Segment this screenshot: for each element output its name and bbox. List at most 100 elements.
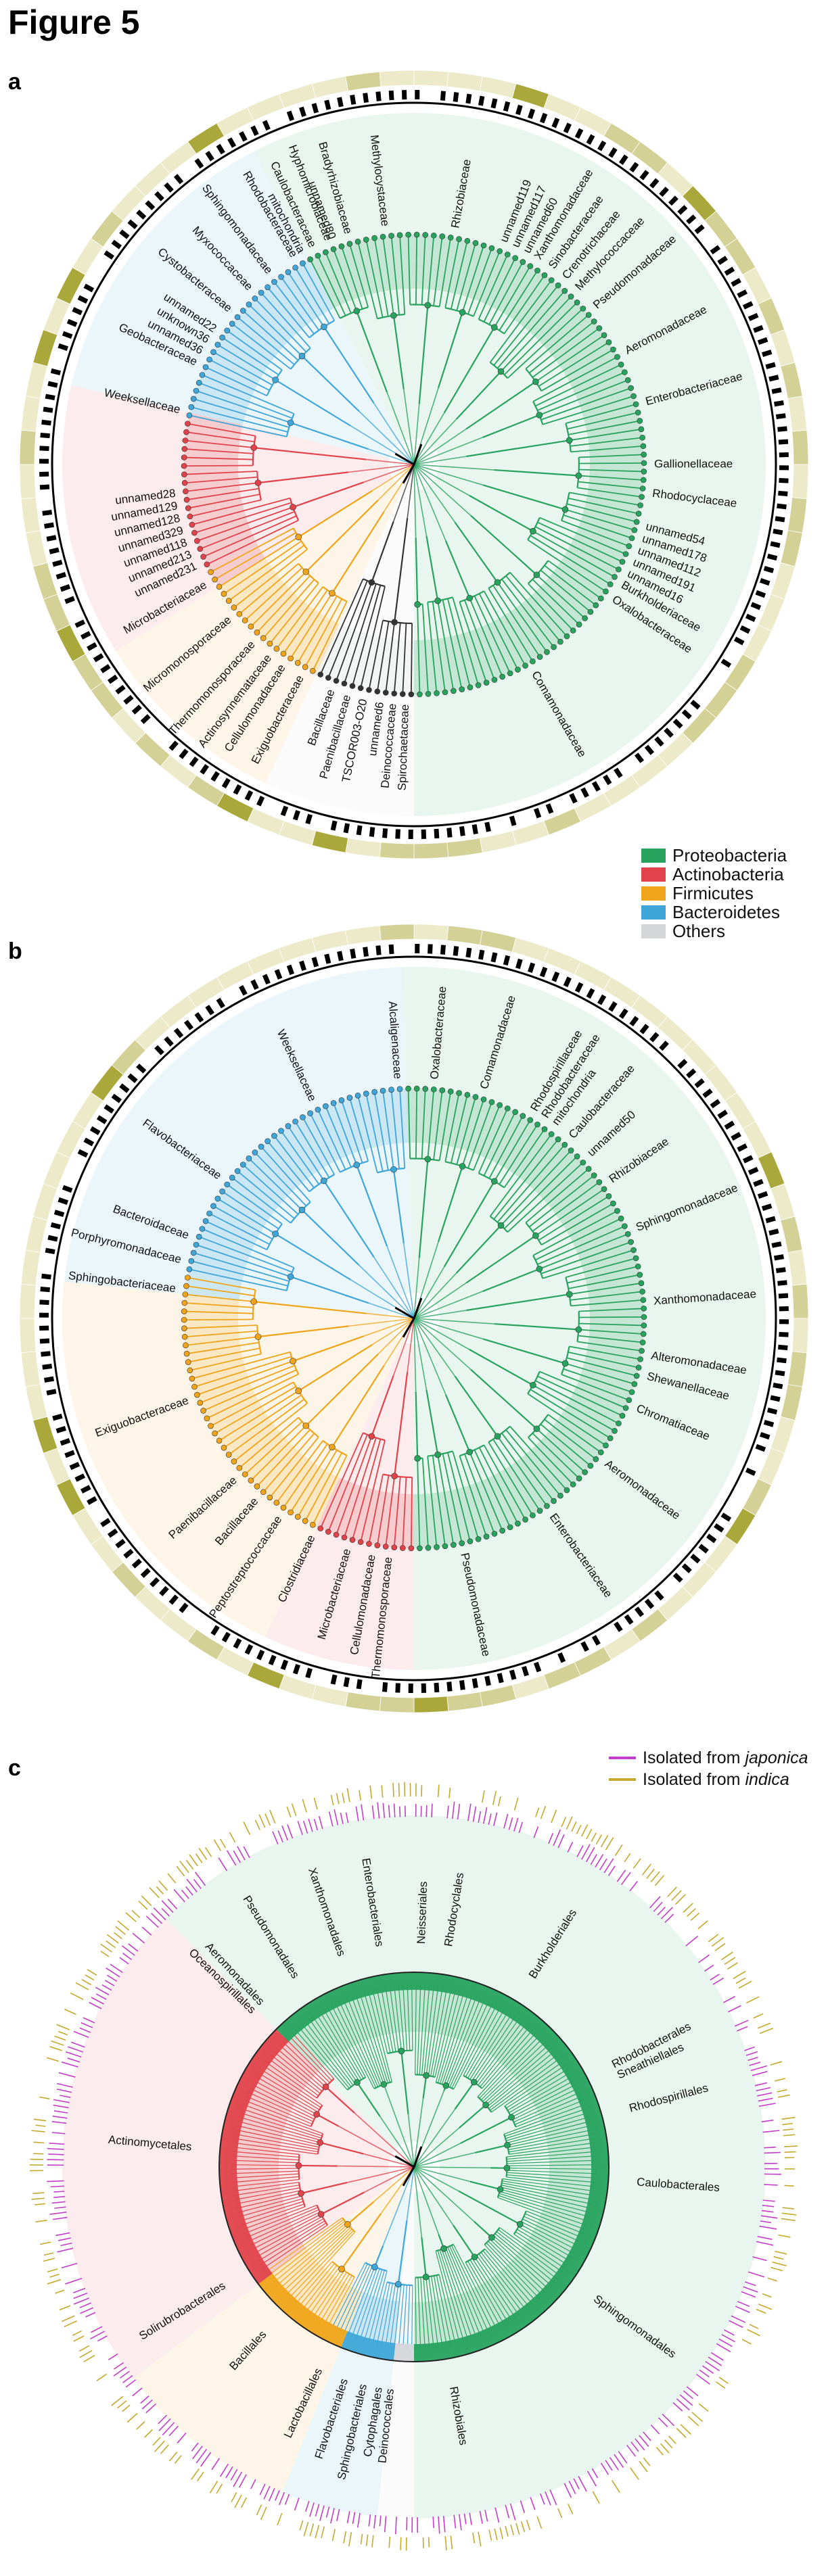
- panel-b-tip-branch: [528, 1437, 574, 1485]
- panel-a-root-link: [359, 410, 415, 465]
- panel-b-tip-node: [349, 1537, 356, 1543]
- panel-b-internal-node: [566, 1291, 573, 1298]
- panel-c-clade-ring-firmicutes: [258, 2273, 348, 2348]
- panel-a-tip-node: [417, 691, 423, 698]
- panel-c-tick-japonica: [743, 2286, 758, 2293]
- panel-a-tip-node: [512, 255, 518, 262]
- panel-c-tick-indica: [264, 1813, 271, 1826]
- panel-a-tip-node: [212, 576, 218, 583]
- panel-b-marker: [337, 951, 344, 961]
- panel-a-internal-node: [566, 437, 573, 444]
- panel-a-tip-node: [208, 569, 214, 575]
- panel-b-marker: [768, 1229, 779, 1236]
- panel-c-tip-branch: [504, 2064, 566, 2107]
- panel-c-internal-node: [471, 2253, 478, 2260]
- panel-c-tick-japonica: [752, 2256, 767, 2262]
- panel-b-tip-node: [497, 1102, 503, 1108]
- panel-c-tip-branch: [524, 2213, 583, 2239]
- panel-c-tick-indica: [330, 1794, 334, 1806]
- panel-c-tick-japonica: [72, 2287, 86, 2293]
- panel-c-tip-branch: [449, 2000, 490, 2088]
- panel-c-tick-indica: [521, 2521, 526, 2533]
- panel-b-abundance-cell: [742, 1478, 772, 1517]
- panel-b-marker: [765, 1216, 776, 1224]
- panel-c-tick-japonica: [698, 1954, 710, 1963]
- panel-c-tick-japonica: [106, 1967, 120, 1978]
- panel-b-root: [394, 1306, 415, 1320]
- panel-a-internal-node: [250, 444, 257, 451]
- panel-a-tip-branch: [569, 492, 641, 506]
- panel-a-tip-branch: [239, 563, 299, 615]
- panel-c-tick-japonica: [754, 2082, 768, 2086]
- panel-b-marker: [509, 1669, 517, 1680]
- panel-c-tick-japonica: [728, 2005, 741, 2013]
- panel-b-tip-branch: [474, 1450, 511, 1528]
- panel-b-marker: [634, 1606, 645, 1617]
- panel-a-tip-branch: [535, 364, 622, 407]
- panel-a-tip-branch: [570, 437, 643, 447]
- panel-c-tip-branch: [477, 2031, 537, 2097]
- panel-a-tip-branch: [319, 578, 364, 675]
- panel-a-tip-node: [396, 232, 403, 238]
- panel-c-tick-indica: [497, 1796, 501, 1807]
- panel-b-root-link: [413, 1318, 470, 1350]
- panel-a-abundance-cell: [543, 93, 581, 122]
- panel-c-tick-japonica: [114, 2362, 124, 2370]
- panel-a-marker: [47, 381, 58, 388]
- panel-c-tick-indica: [580, 1824, 589, 1837]
- panel-c-tick-japonica: [90, 2331, 105, 2340]
- panel-a-marker: [227, 137, 237, 148]
- panel-c-tick-indica: [213, 1839, 222, 1851]
- panel-c-tip-branch: [512, 2087, 579, 2120]
- panel-b-marker: [778, 1293, 789, 1299]
- panel-b-abundance-cell: [279, 937, 317, 963]
- panel-b-tip-branch: [402, 1477, 407, 1548]
- panel-b-tip-branch: [578, 1329, 644, 1335]
- panel-b-stem: [392, 1169, 405, 1243]
- panel-a-tip-node: [464, 237, 471, 244]
- legend-japonica-prefix: Isolated from: [643, 1748, 745, 1767]
- panel-c-tick-japonica: [724, 2329, 735, 2336]
- panel-b-tip-branch: [566, 1357, 637, 1377]
- panel-b-tip-branch: [444, 1093, 460, 1162]
- panel-b-tip-branch: [535, 1218, 622, 1261]
- panel-c-tick-japonica: [230, 2468, 238, 2481]
- panel-b-abundance-cell: [574, 1646, 612, 1676]
- panel-b-tip-node: [483, 1533, 490, 1540]
- panel-c-tip-branch: [294, 2261, 333, 2306]
- panel-c-tick-indica: [758, 2304, 773, 2310]
- panel-a-tip-node: [181, 446, 188, 452]
- panel-b-tip-node: [434, 1544, 440, 1550]
- panel-b-tip-node: [570, 1481, 576, 1487]
- panel-a-tip-branch: [197, 506, 294, 542]
- panel-a-marker: [140, 714, 151, 724]
- panel-a-root-link: [372, 464, 415, 492]
- panel-c-sector-proteobacteria: [165, 1815, 766, 2519]
- panel-c-tip-branch: [267, 2219, 344, 2276]
- panel-a-tip-branch: [357, 241, 378, 319]
- panel-b-marker: [194, 1011, 204, 1023]
- panel-c-tick-indica: [778, 2234, 791, 2238]
- panel-b-internal-node: [536, 1266, 543, 1272]
- panel-b-root: [413, 1297, 423, 1319]
- legend-label-indica: Isolated from indica: [643, 1770, 789, 1789]
- panel-b-tip-branch: [319, 1432, 364, 1529]
- panel-b-tip-branch: [537, 1225, 625, 1265]
- panel-a-tip-branch: [223, 540, 302, 595]
- panel-c-tick-japonica: [749, 2061, 761, 2066]
- panel-c-tick-indica: [668, 2435, 676, 2444]
- panel-c-tick-japonica: [60, 2242, 72, 2247]
- panel-c-tip-branch: [398, 2285, 405, 2350]
- panel-b-tip-branch: [273, 1135, 315, 1189]
- panel-c-tip-branch: [376, 2283, 390, 2346]
- panel-c-tip-branch: [235, 2193, 302, 2209]
- panel-c-tip-branch: [509, 2076, 573, 2114]
- panel-c-internal-node: [298, 2190, 304, 2197]
- panel-c-tick-japonica: [685, 1935, 699, 1947]
- panel-c-tick-indica: [437, 1784, 440, 1798]
- panel-b-marker: [221, 1631, 231, 1643]
- panel-c-tick-indica: [51, 2040, 64, 2046]
- panel-a-internal-node: [532, 378, 539, 385]
- panel-a-tip-node: [467, 684, 474, 691]
- legend-label-actinobacteria: Actinobacteria: [672, 864, 784, 884]
